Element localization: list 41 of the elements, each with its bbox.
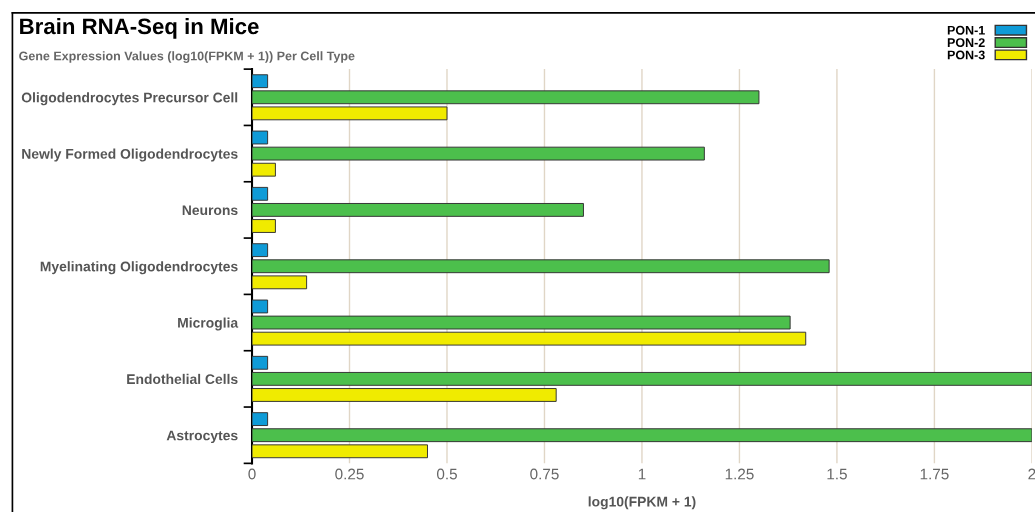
- bar: [252, 428, 1032, 443]
- y-tick-label: Neurons: [182, 205, 238, 216]
- y-tick-label: Microglia: [178, 317, 239, 331]
- x-tick-label: 1.5: [827, 468, 847, 480]
- bar: [252, 146, 705, 161]
- x-tick-label: 1.25: [725, 468, 754, 480]
- x-tick-label: 1.75: [920, 468, 949, 480]
- x-tick-label: 0.5: [436, 468, 457, 480]
- bar: [252, 371, 1032, 386]
- bar: [252, 444, 428, 459]
- chart-subtitle: Gene Expression Values (log10(FPKM + 1)) Per Cell Type: [19, 51, 355, 63]
- bar: [252, 162, 276, 177]
- legend-label: PON-3: [947, 50, 985, 60]
- x-tick-label: 0: [248, 468, 256, 480]
- x-tick-label: 0.75: [530, 468, 559, 480]
- bar: [252, 388, 557, 402]
- bar: [252, 90, 760, 105]
- bar: [252, 202, 584, 217]
- y-tick-label: Oligodendrocytes Precursor Cell: [21, 92, 238, 106]
- bar: [252, 219, 276, 233]
- legend-label: PON-1: [947, 25, 985, 35]
- y-tick-label: Newly Formed Oligodendrocytes: [22, 148, 238, 162]
- bar: [252, 243, 269, 258]
- bar: [252, 106, 448, 121]
- y-tick-label: Myelinating Oligodendrocytes: [40, 261, 238, 275]
- bar: [252, 259, 830, 274]
- y-tick-label: Endothelial Cells: [127, 373, 238, 385]
- chart-title: Brain RNA-Seq in Mice: [20, 17, 259, 39]
- x-tick-label: 2: [1028, 468, 1035, 480]
- bar: [252, 331, 807, 346]
- bar: [252, 275, 308, 290]
- x-axis-title: log10(FPKM + 1): [588, 496, 696, 510]
- legend-label: PON-2: [947, 38, 985, 48]
- bar: [252, 186, 269, 201]
- bar: [252, 412, 269, 427]
- y-tick-label: Astrocytes: [166, 430, 238, 444]
- bar: [252, 130, 269, 145]
- x-tick-label: 1: [638, 468, 646, 480]
- bar: [252, 74, 269, 89]
- x-tick-label: 0.25: [335, 468, 364, 480]
- bar: [252, 355, 269, 370]
